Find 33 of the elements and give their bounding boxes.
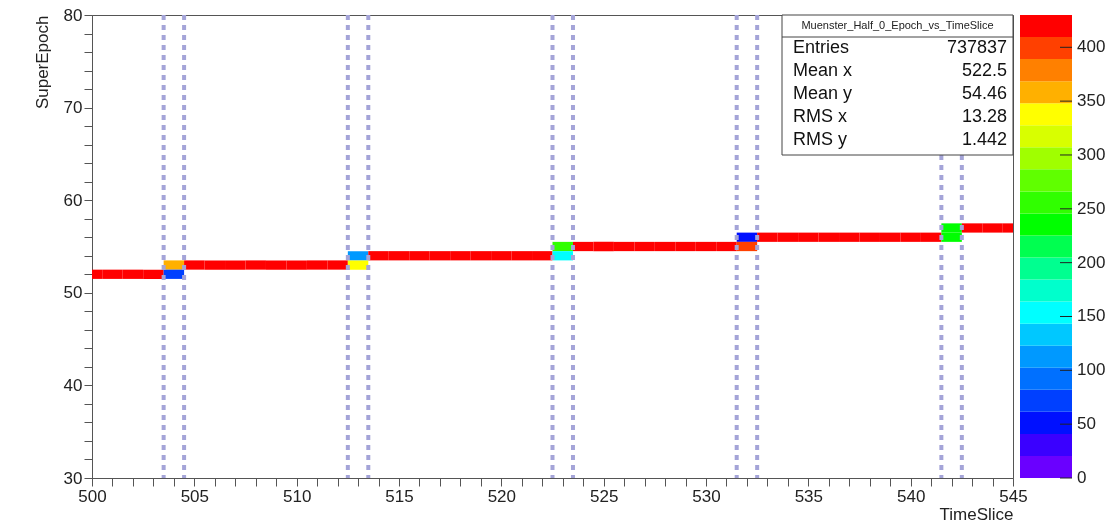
text: Entries 737837 [793,37,1007,57]
color-bar-label: 300 [1077,144,1106,164]
x-tick-label: 530 [692,486,721,506]
text: Mean y 54.46 [793,83,1007,103]
x-tick-label: 515 [385,486,414,506]
y-tick-label: 60 [63,190,83,210]
y-axis-title: SuperEpoch [32,15,52,110]
x-tick-label: 510 [282,486,312,506]
x-tick-label: 525 [589,486,619,506]
color-bar-label: 400 [1077,37,1106,57]
text: Mean x 522.5 [793,60,1007,80]
color-bar-label: 100 [1077,360,1106,380]
y-tick-label: 40 [63,375,83,395]
color-bar-label: 250 [1077,198,1106,218]
x-axis-title: TimeSlice [939,504,1014,524]
color-bar-label: 350 [1077,91,1106,111]
x-tick-label: 535 [794,486,824,506]
x-tick-label: 500 [78,486,107,506]
y-tick-label: 30 [63,468,83,488]
x-tick-label: 520 [487,486,517,506]
y-tick-label: 50 [63,283,83,303]
text: RMS x 13.28 [793,106,1007,126]
x-tick-label: 505 [180,486,210,506]
chart-title: Muenster_Half_0_Epoch_vs_TimeSlice [801,19,994,31]
y-tick-label: 80 [63,5,83,25]
x-tick-label: 545 [999,486,1028,506]
y-tick-label: 70 [63,98,83,118]
text: RMS y 1.442 [793,129,1007,149]
color-bar-label: 0 [1077,468,1087,487]
color-bar-label: 150 [1077,306,1106,326]
color-bar-label: 200 [1077,252,1106,272]
x-tick-label: 540 [896,486,926,506]
color-bar-label: 50 [1077,414,1096,434]
